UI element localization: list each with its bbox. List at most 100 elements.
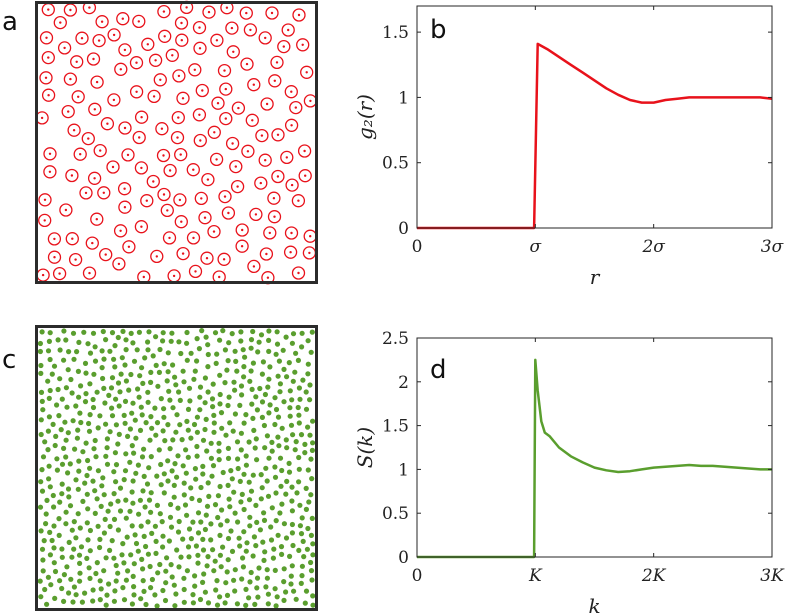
particle bbox=[92, 358, 99, 364]
particle bbox=[225, 535, 232, 542]
particle bbox=[138, 596, 144, 602]
particle bbox=[186, 231, 201, 245]
particle bbox=[225, 557, 231, 563]
particle bbox=[160, 203, 174, 218]
particle bbox=[250, 360, 256, 366]
particle bbox=[132, 130, 146, 145]
particle bbox=[232, 588, 238, 594]
particle bbox=[85, 537, 91, 543]
particle bbox=[141, 588, 147, 595]
particle bbox=[200, 471, 206, 477]
particle bbox=[250, 553, 256, 559]
particle bbox=[73, 592, 79, 598]
particle bbox=[244, 540, 250, 546]
particle bbox=[276, 358, 282, 364]
particle bbox=[57, 347, 63, 353]
particle bbox=[219, 507, 225, 513]
particle bbox=[97, 413, 103, 419]
particle bbox=[273, 490, 279, 496]
particle bbox=[266, 376, 272, 382]
particle bbox=[132, 14, 146, 29]
particle bbox=[291, 194, 306, 208]
particle bbox=[76, 458, 82, 464]
particle bbox=[97, 597, 103, 603]
particle bbox=[194, 191, 208, 206]
particle bbox=[283, 491, 289, 497]
particle bbox=[190, 592, 196, 598]
particle bbox=[170, 405, 176, 411]
particle bbox=[115, 570, 121, 576]
particle bbox=[135, 462, 141, 468]
particle bbox=[123, 451, 129, 457]
particle bbox=[95, 425, 101, 431]
particle bbox=[291, 266, 306, 280]
particle bbox=[194, 429, 200, 435]
particle bbox=[309, 515, 315, 522]
particle bbox=[205, 342, 211, 348]
particle bbox=[173, 429, 179, 435]
particle bbox=[160, 338, 166, 344]
particle bbox=[41, 50, 55, 65]
particle bbox=[173, 193, 187, 207]
particle bbox=[264, 478, 270, 484]
particle bbox=[117, 508, 124, 514]
particle bbox=[48, 582, 54, 588]
particle bbox=[40, 407, 46, 413]
particle bbox=[142, 504, 148, 510]
particle bbox=[309, 329, 315, 335]
particle bbox=[69, 554, 75, 560]
particle bbox=[256, 565, 262, 571]
particle bbox=[101, 530, 107, 536]
particle bbox=[95, 523, 101, 529]
particle bbox=[59, 546, 65, 552]
particle bbox=[277, 389, 283, 395]
particle bbox=[225, 455, 232, 461]
particle bbox=[216, 457, 222, 463]
particle bbox=[91, 446, 97, 452]
particle bbox=[223, 432, 229, 438]
particle bbox=[93, 570, 99, 577]
particle bbox=[239, 576, 245, 582]
particle bbox=[218, 522, 224, 528]
particle bbox=[195, 83, 209, 98]
particle bbox=[231, 577, 237, 583]
particle bbox=[200, 437, 207, 443]
particle bbox=[123, 337, 129, 343]
particle bbox=[113, 462, 120, 468]
particle bbox=[132, 417, 138, 423]
particle bbox=[61, 572, 67, 578]
particle bbox=[310, 593, 316, 599]
particle bbox=[220, 544, 226, 550]
particle bbox=[81, 131, 95, 146]
particle bbox=[90, 598, 96, 604]
particle bbox=[308, 456, 314, 462]
particle bbox=[169, 468, 175, 474]
particle bbox=[41, 538, 47, 544]
particle bbox=[116, 431, 122, 437]
panel-label-d: d bbox=[430, 355, 447, 385]
particle bbox=[73, 403, 79, 409]
particle bbox=[184, 340, 190, 346]
particle bbox=[183, 470, 189, 476]
particle bbox=[305, 338, 311, 344]
particle bbox=[78, 383, 84, 389]
particle bbox=[45, 428, 52, 434]
particle bbox=[39, 71, 53, 85]
particle bbox=[85, 236, 99, 250]
particle bbox=[102, 400, 108, 406]
particle bbox=[73, 535, 79, 541]
particle bbox=[168, 524, 175, 530]
particle bbox=[188, 536, 194, 542]
particle bbox=[47, 387, 53, 394]
particle bbox=[117, 182, 132, 196]
particle bbox=[122, 240, 136, 254]
particle bbox=[227, 420, 233, 426]
particle bbox=[189, 495, 195, 502]
particle bbox=[109, 375, 116, 381]
particle bbox=[103, 453, 109, 459]
particle bbox=[130, 573, 136, 580]
x-tick-label: 3σ bbox=[761, 237, 784, 257]
particle bbox=[235, 465, 241, 472]
y-tick-label: 0.5 bbox=[382, 154, 409, 174]
particle bbox=[111, 469, 117, 475]
